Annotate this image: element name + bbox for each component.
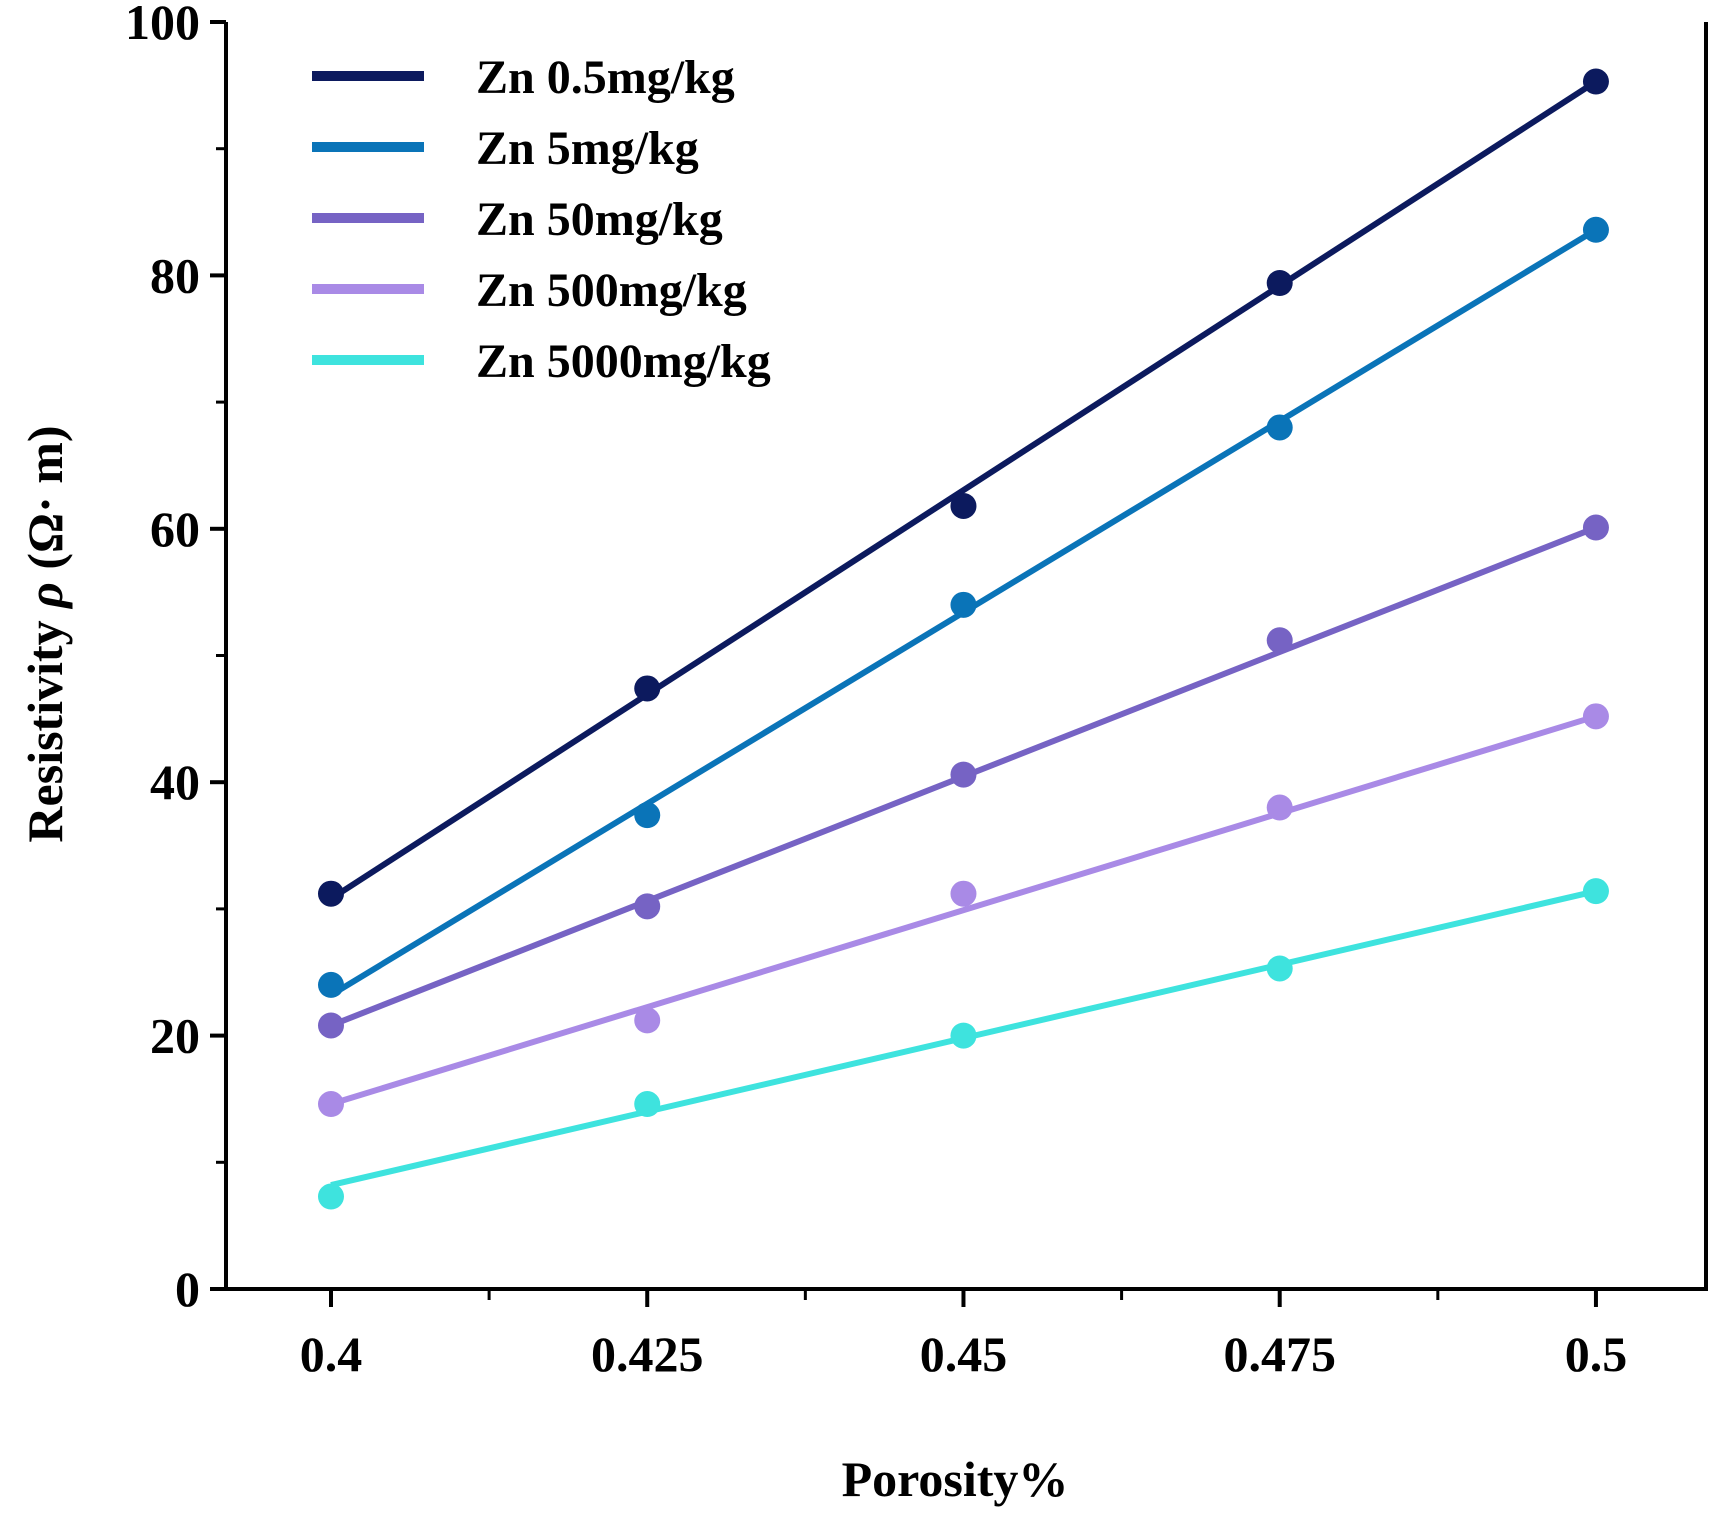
- series-layer: [317, 68, 1609, 1210]
- y-tick-label: 80: [150, 247, 200, 303]
- series-zn-500mg-kg: [317, 703, 1609, 1118]
- legend: Zn 0.5mg/kg Zn 5mg/kg Zn 50mg/kg Zn 500mg/k…: [312, 51, 771, 388]
- data-point-zn-50mg-kg-2: [950, 761, 977, 788]
- data-point-zn-500mg-kg-1: [634, 1007, 661, 1034]
- data-point-zn-500mg-kg-0: [317, 1091, 344, 1118]
- legend-label: Zn 5mg/kg: [476, 122, 699, 175]
- x-tick-label: 0.475: [1223, 1326, 1336, 1382]
- x-tick-label: 0.5: [1565, 1326, 1628, 1382]
- y-tick-label: 60: [150, 501, 200, 557]
- y-tick-label: 40: [150, 754, 200, 810]
- data-point-zn-50mg-kg-4: [1582, 514, 1609, 541]
- y-axis-title: Resistivity ρ (Ω· m): [17, 425, 73, 842]
- y-tick-label: 100: [125, 0, 200, 50]
- data-point-zn-5mg-kg-1: [634, 802, 661, 829]
- series-zn-5mg-kg: [317, 216, 1609, 998]
- axes-layer: 0 20 40 60 80 100 0.4 0.425 0.45 0.475 0.5: [125, 0, 1708, 1382]
- data-point-zn-5mg-kg-4: [1582, 216, 1609, 243]
- data-point-zn-5000mg-kg-3: [1266, 955, 1293, 982]
- y-tick-label: 0: [175, 1261, 200, 1317]
- data-point-zn-500mg-kg-2: [950, 880, 977, 907]
- legend-label: Zn 5000mg/kg: [476, 335, 771, 388]
- data-point-zn-50mg-kg-0: [317, 1012, 344, 1039]
- series-zn-50mg-kg: [317, 514, 1609, 1039]
- data-point-zn-500mg-kg-3: [1266, 794, 1293, 821]
- fit-line-zn-500mg-kg: [330, 713, 1597, 1107]
- data-point-zn-5mg-kg-2: [950, 591, 977, 618]
- y-axis-title-main: Resistivity: [17, 608, 73, 843]
- data-point-zn-5mg-kg-3: [1266, 414, 1293, 441]
- data-point-zn-50mg-kg-3: [1266, 627, 1293, 654]
- legend-label: Zn 500mg/kg: [476, 264, 747, 317]
- legend-item: Zn 0.5mg/kg: [312, 51, 735, 104]
- legend-label: Zn 50mg/kg: [476, 193, 723, 246]
- data-point-zn-50mg-kg-1: [634, 893, 661, 920]
- x-tick-label: 0.45: [920, 1326, 1008, 1382]
- data-point-zn-5mg-kg-0: [317, 971, 344, 998]
- legend-item: Zn 5mg/kg: [312, 122, 699, 175]
- legend-item: Zn 5000mg/kg: [312, 335, 771, 388]
- y-tick-label: 20: [150, 1008, 200, 1064]
- data-point-zn-0-5mg-kg-2: [950, 492, 977, 519]
- y-axis-title-unit: (Ω· m): [17, 425, 73, 582]
- legend-item: Zn 500mg/kg: [312, 264, 747, 317]
- fit-line-zn-0-5mg-kg: [329, 79, 1598, 902]
- data-point-zn-0-5mg-kg-3: [1266, 270, 1293, 297]
- data-point-zn-5000mg-kg-2: [950, 1022, 977, 1049]
- legend-item: Zn 50mg/kg: [312, 193, 723, 246]
- data-point-zn-0-5mg-kg-0: [317, 880, 344, 907]
- legend-label: Zn 0.5mg/kg: [476, 51, 735, 104]
- series-zn-5000mg-kg: [317, 878, 1609, 1210]
- series-zn-0-5mg-kg: [317, 68, 1609, 907]
- data-point-zn-500mg-kg-4: [1582, 703, 1609, 730]
- data-point-zn-0-5mg-kg-1: [634, 675, 661, 702]
- data-point-zn-5000mg-kg-4: [1582, 878, 1609, 905]
- data-point-zn-5000mg-kg-1: [634, 1091, 661, 1118]
- x-axis-title: Porosity%: [842, 1451, 1069, 1507]
- x-tick-label: 0.4: [300, 1326, 363, 1382]
- y-axis-title-symbol: ρ: [17, 582, 73, 610]
- data-point-zn-0-5mg-kg-4: [1582, 68, 1609, 95]
- x-tick-label: 0.425: [591, 1326, 704, 1382]
- data-point-zn-5000mg-kg-0: [317, 1183, 344, 1210]
